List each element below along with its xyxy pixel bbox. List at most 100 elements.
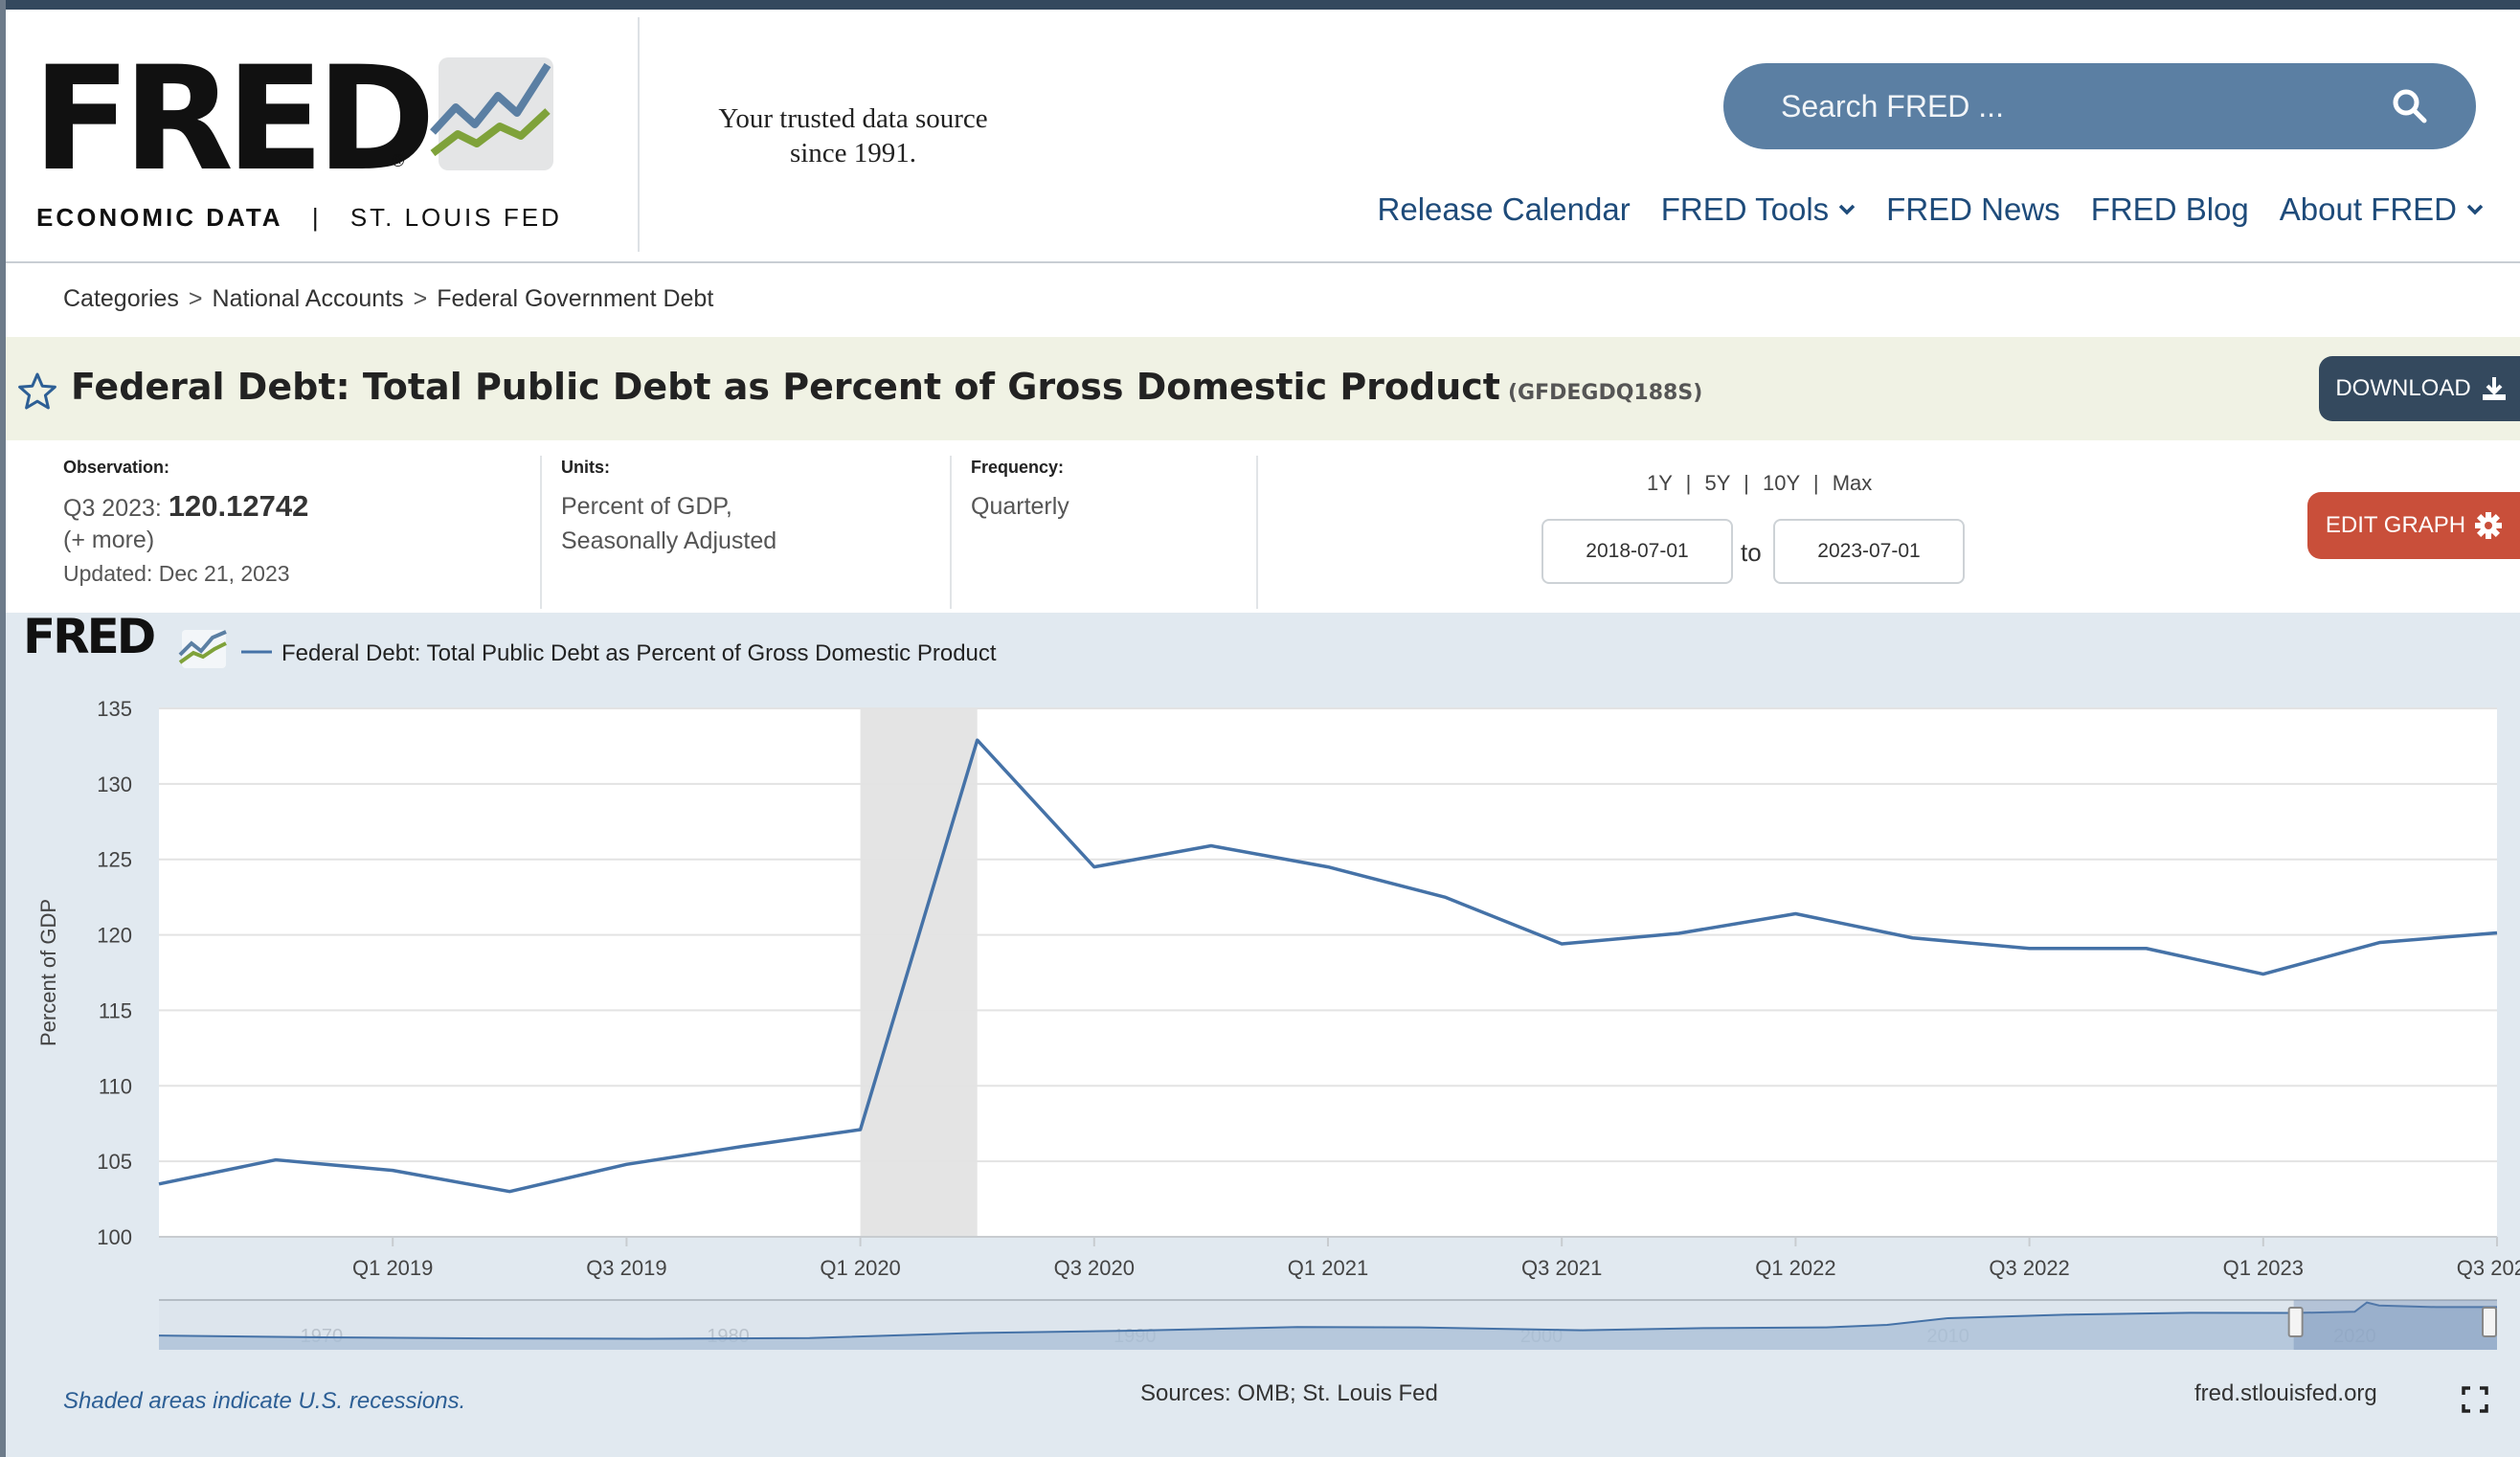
range-5y[interactable]: 5Y — [1704, 471, 1730, 495]
range-1y[interactable]: 1Y — [1647, 471, 1673, 495]
y-tick-label: 100 — [97, 1225, 132, 1249]
chart-url[interactable]: fred.stlouisfed.org — [2194, 1380, 2377, 1406]
search-input[interactable] — [1781, 63, 2355, 149]
fullscreen-icon[interactable] — [2462, 1386, 2488, 1413]
logo-sub-divider: | — [311, 203, 322, 232]
data-point[interactable] — [741, 1143, 747, 1149]
y-tick-label: 110 — [99, 1074, 132, 1098]
nav-label: FRED Tools — [1660, 191, 1830, 227]
header-divider — [638, 17, 640, 252]
breadcrumb-federal-government-debt[interactable]: Federal Government Debt — [437, 285, 714, 312]
fred-logo[interactable]: FRED ® ECONOMIC DATA | ST. LOUIS FED — [33, 48, 569, 249]
units-block: Units: Percent of GDP, Seasonally Adjust… — [561, 458, 776, 611]
frequency-label: Frequency: — [971, 458, 1065, 477]
updated-date: Updated: Dec 21, 2023 — [63, 561, 290, 586]
edit-graph-button[interactable]: EDIT GRAPH — [2307, 492, 2520, 559]
data-point[interactable] — [2377, 939, 2383, 945]
data-point[interactable] — [1325, 864, 1331, 870]
site-header: FRED ® ECONOMIC DATA | ST. LOUIS FED You… — [6, 10, 2520, 263]
nav-release-calendar[interactable]: Release Calendar — [1378, 188, 1631, 232]
series-title-bar: Federal Debt: Total Public Debt as Perce… — [6, 337, 2520, 440]
data-point[interactable] — [1792, 910, 1798, 916]
data-point[interactable] — [506, 1189, 512, 1195]
series-id: (GFDEGDQ188S) — [1507, 381, 1703, 405]
range-sep: | — [1744, 471, 1749, 495]
data-point[interactable] — [273, 1157, 279, 1163]
y-tick-label: 135 — [97, 697, 132, 721]
legend-series-label: Federal Debt: Total Public Debt as Perce… — [281, 640, 997, 666]
recession-shading — [860, 708, 978, 1237]
data-point[interactable] — [1091, 864, 1097, 870]
data-point[interactable] — [2027, 946, 2033, 952]
logo-chart-icon — [430, 57, 553, 170]
observation-block: Observation: Q3 2023: 120.12742 (+ more)… — [63, 458, 308, 611]
range-sep: | — [1685, 471, 1692, 495]
nav-about-fred[interactable]: About FRED — [2280, 188, 2484, 232]
x-tick-label: Q1 2021 — [1288, 1256, 1368, 1280]
data-point[interactable] — [1559, 941, 1564, 947]
date-range-presets: 1Y | 5Y | 10Y | Max — [1647, 471, 1872, 496]
recession-note: Shaded areas indicate U.S. recessions. — [63, 1388, 466, 1414]
legend-fred-logo: FRED — [23, 613, 154, 664]
y-axis-label: Percent of GDP — [36, 899, 60, 1046]
series-line — [158, 738, 2498, 1194]
download-label: DOWNLOAD — [2335, 375, 2471, 401]
units-label: Units: — [561, 458, 610, 477]
x-tick-label: Q3 2019 — [586, 1256, 666, 1280]
series-title: Federal Debt: Total Public Debt as Perce… — [71, 366, 1702, 408]
series-line-group — [156, 737, 2500, 1195]
data-point[interactable] — [390, 1168, 395, 1174]
range-sep: | — [1812, 471, 1819, 495]
x-axis-ticks: Q1 2019 Q3 2019 Q1 2020 Q3 2020 Q1 2021 Q3 20… — [352, 1237, 2520, 1280]
data-point[interactable] — [623, 1161, 629, 1167]
tagline: Your trusted data source since 1991. — [676, 101, 1030, 170]
x-tick-label: Q3 2023 — [2457, 1256, 2520, 1280]
range-navigator[interactable]: 197019801990200020102020 — [158, 1299, 2497, 1350]
star-icon[interactable] — [17, 371, 57, 412]
breadcrumb-categories[interactable]: Categories — [63, 285, 179, 312]
nav-fred-tools[interactable]: FRED Tools — [1661, 188, 1856, 232]
data-point[interactable] — [1442, 894, 1448, 900]
data-point[interactable] — [2144, 946, 2149, 952]
main-nav: Release Calendar FRED Tools FRED News FR… — [1378, 188, 2484, 232]
navigator-line — [158, 1301, 2497, 1340]
meta-divider — [1256, 456, 1258, 609]
data-point[interactable] — [975, 737, 980, 743]
line-chart[interactable]: FRED Federal Debt: Total Public Debt as … — [6, 613, 2520, 1457]
end-date-input[interactable] — [1773, 519, 1965, 584]
data-point[interactable] — [858, 1127, 864, 1132]
x-tick-label: Q3 2022 — [1989, 1256, 2069, 1280]
range-10y[interactable]: 10Y — [1762, 471, 1800, 495]
chevron-down-icon — [1838, 204, 1856, 215]
y-tick-label: 105 — [97, 1150, 132, 1174]
start-date-input[interactable] — [1541, 519, 1733, 584]
x-tick-label: Q1 2023 — [2223, 1256, 2304, 1280]
x-tick-label: Q1 2022 — [1755, 1256, 1835, 1280]
nav-fred-news[interactable]: FRED News — [1886, 188, 2060, 232]
nav-label: FRED News — [1886, 191, 2060, 227]
data-point[interactable] — [1676, 930, 1681, 936]
data-point[interactable] — [1208, 843, 1214, 849]
navigator-selection[interactable] — [2293, 1300, 2497, 1350]
chart-legend: FRED Federal Debt: Total Public Debt as … — [23, 613, 997, 668]
data-point[interactable] — [2261, 972, 2266, 977]
data-point[interactable] — [156, 1181, 162, 1187]
observation-more-link[interactable]: (+ more) — [63, 527, 155, 553]
logo-sub-economic-data: ECONOMIC DATA — [36, 203, 283, 232]
range-max[interactable]: Max — [1832, 471, 1873, 495]
chevron-down-icon — [2466, 204, 2484, 215]
top-stripe — [0, 0, 2520, 10]
nav-fred-blog[interactable]: FRED Blog — [2091, 188, 2249, 232]
tagline-line-2: since 1991. — [789, 138, 917, 168]
search-icon[interactable] — [2392, 88, 2428, 124]
meta-divider — [950, 456, 952, 609]
y-tick-label: 125 — [97, 848, 132, 872]
navigator-right-handle[interactable] — [2482, 1307, 2497, 1337]
download-button[interactable]: DOWNLOAD — [2319, 356, 2520, 421]
units-line-2: Seasonally Adjusted — [561, 527, 777, 554]
data-point[interactable] — [1910, 935, 1916, 941]
navigator-left-handle[interactable] — [2287, 1307, 2304, 1337]
nav-label: Release Calendar — [1377, 191, 1631, 227]
data-point[interactable] — [2494, 930, 2500, 936]
breadcrumb-national-accounts[interactable]: National Accounts — [212, 285, 404, 312]
